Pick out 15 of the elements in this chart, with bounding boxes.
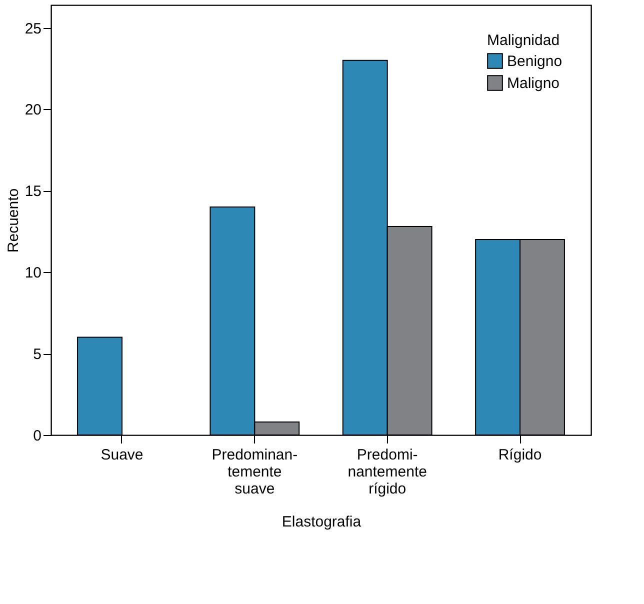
x-axis-title: Elastografia bbox=[282, 514, 362, 530]
x-tick-label: Suave bbox=[100, 446, 144, 464]
x-tick-label: Rígido bbox=[498, 446, 542, 464]
x-tick-label: Predomi- nantemente rígido bbox=[348, 446, 427, 498]
y-tick-label: 20 bbox=[24, 102, 42, 119]
legend-title: Malignidad bbox=[487, 32, 560, 49]
y-tick-label: 10 bbox=[24, 264, 42, 282]
x-tick-label: Predominan- temente suave bbox=[212, 446, 298, 498]
legend-label: Benigno bbox=[507, 53, 562, 70]
y-tick-label: 5 bbox=[33, 346, 42, 364]
y-axis-title: Recuento bbox=[4, 188, 22, 253]
y-tick-label: 15 bbox=[24, 183, 42, 200]
y-tick-label: 25 bbox=[24, 20, 42, 38]
y-tick-label: 0 bbox=[33, 428, 42, 444]
legend-label: Maligno bbox=[507, 75, 560, 92]
